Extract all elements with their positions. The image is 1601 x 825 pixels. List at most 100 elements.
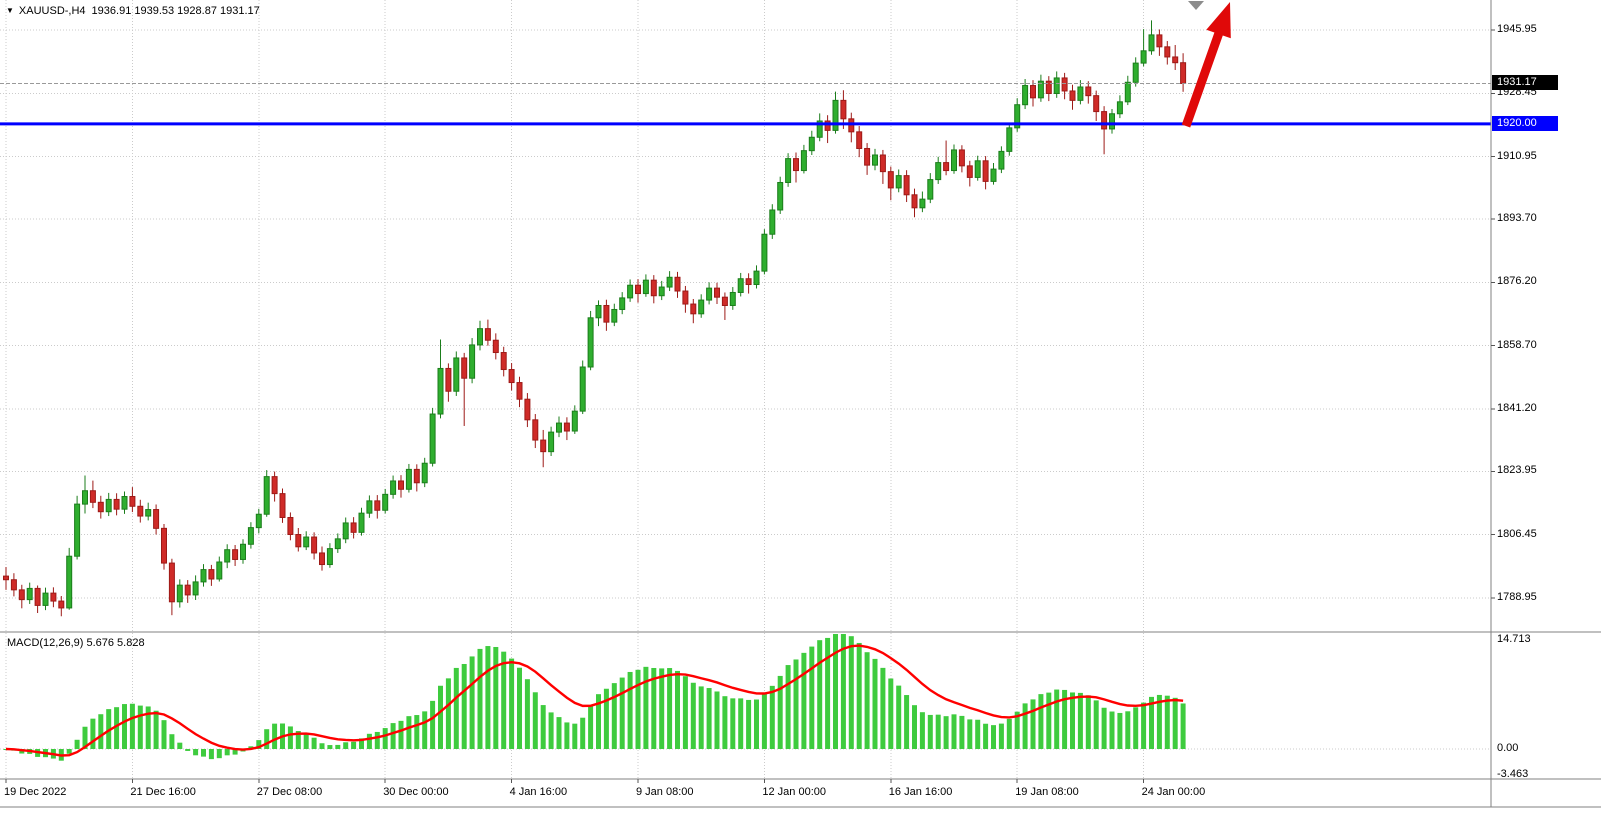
macd-histogram-bar: [1117, 712, 1123, 749]
macd-histogram-bar: [445, 678, 451, 749]
macd-histogram-bar: [311, 737, 317, 749]
current-price-badge: 1931.17: [1492, 75, 1558, 91]
macd-histogram-bar: [1125, 711, 1131, 749]
price-axis-label: 1910.95: [1497, 149, 1537, 162]
macd-histogram-bar: [643, 666, 649, 749]
macd-histogram-bar: [627, 671, 633, 749]
macd-histogram-bar: [904, 695, 910, 749]
candle-bearish: [1085, 86, 1092, 97]
time-axis-label: 24 Jan 00:00: [1141, 786, 1206, 798]
symbol-timeframe-label: XAUUSD-,H4: [18, 5, 86, 17]
candle-bullish: [453, 357, 460, 392]
macd-histogram-bar: [1172, 697, 1178, 749]
candle-bullish: [382, 493, 389, 511]
candle-bullish: [998, 150, 1005, 170]
macd-histogram-bar: [556, 717, 562, 749]
candle-bullish: [334, 538, 341, 550]
macd-histogram-bar: [746, 699, 752, 749]
candle-bearish: [1101, 111, 1108, 130]
candle-bearish: [1030, 85, 1036, 99]
candle-bullish: [1109, 113, 1115, 130]
candle-bearish: [1172, 56, 1179, 64]
macd-histogram-bar: [1149, 696, 1154, 749]
candle-bullish: [469, 344, 476, 379]
macd-histogram-bar: [129, 703, 135, 749]
chevron-down-icon[interactable]: ▼: [6, 6, 14, 15]
macd-indicator-label: MACD(12,26,9) 5.676 5.828: [7, 637, 145, 649]
price-axis-label: 1945.95: [1497, 23, 1537, 35]
macd-histogram-bar: [232, 749, 238, 755]
candle-bearish: [445, 367, 452, 392]
macd-histogram-bar: [564, 722, 570, 749]
candle-bullish: [595, 304, 602, 319]
candle-bearish: [1156, 34, 1163, 48]
candle-bearish: [484, 328, 491, 341]
macd-histogram-bar: [540, 705, 546, 749]
candle-bearish: [721, 296, 728, 306]
candle-bullish: [42, 592, 49, 606]
candle-bullish: [121, 496, 128, 510]
macd-histogram-bar: [295, 731, 301, 749]
candle-bearish: [319, 552, 325, 566]
macd-histogram-bar: [619, 677, 625, 749]
macd-histogram-bar: [785, 665, 791, 749]
macd-histogram-bar: [216, 749, 222, 759]
time-axis-label: 19 Dec 2022: [4, 786, 67, 798]
macd-histogram-bar: [161, 720, 167, 749]
candle-bearish: [982, 160, 989, 182]
macd-histogram-bar: [193, 749, 199, 756]
macd-histogram-bar: [477, 648, 483, 749]
macd-histogram-bar: [287, 726, 293, 749]
candle-bullish: [974, 160, 981, 178]
macd-histogram-bar: [114, 707, 120, 749]
macd-histogram-bar: [675, 670, 680, 749]
candle-bullish: [390, 480, 397, 495]
macd-histogram-bar: [848, 636, 854, 749]
candle-bullish: [437, 367, 444, 415]
macd-histogram-bar: [825, 637, 831, 749]
macd-histogram-bar: [769, 685, 775, 749]
macd-histogram-bar: [1085, 695, 1091, 749]
macd-histogram-bar: [1006, 718, 1012, 749]
candle-bearish: [208, 569, 215, 580]
candle-bullish: [1077, 86, 1084, 101]
candle-bullish: [808, 136, 815, 152]
candle-bullish: [405, 468, 412, 490]
price-axis-label: 1858.70: [1497, 338, 1537, 351]
trend-arrow[interactable]: [1181, 2, 1231, 128]
candle-bearish: [184, 584, 191, 596]
macd-histogram-bar: [1070, 692, 1075, 749]
macd-histogram-bar: [1109, 711, 1115, 749]
candle-bearish: [374, 500, 381, 511]
candle-bullish: [785, 158, 792, 183]
macd-histogram-bar: [493, 646, 499, 749]
candle-bullish: [366, 500, 373, 514]
macd-histogram-bar: [524, 679, 530, 749]
price-axis-label: 1788.95: [1497, 590, 1537, 603]
candle-bullish: [1140, 50, 1147, 64]
candle-bullish: [777, 181, 784, 211]
candle-bearish: [650, 279, 657, 297]
macd-histogram-bar: [722, 696, 728, 749]
candle-bearish: [10, 579, 17, 591]
macd-histogram-bar: [398, 720, 404, 749]
macd-histogram-bar: [461, 663, 467, 749]
macd-histogram-bar: [177, 742, 183, 749]
macd-axis-label: 14.713: [1497, 632, 1531, 645]
candle-bearish: [1069, 90, 1076, 101]
macd-histogram-bar: [122, 704, 127, 749]
macd-histogram-bar: [453, 667, 459, 749]
candle-bearish: [603, 304, 610, 323]
time-axis-label: 30 Dec 00:00: [383, 786, 449, 798]
macd-histogram-bar: [896, 685, 902, 749]
candle-bullish: [240, 543, 246, 560]
macd-histogram-bar: [888, 678, 894, 749]
candle-bearish: [500, 352, 507, 371]
macd-histogram-bar: [438, 685, 443, 749]
macd-histogram-bar: [596, 694, 601, 749]
macd-histogram-bar: [248, 746, 254, 749]
macd-histogram-bar: [880, 667, 886, 749]
macd-histogram-bar: [856, 642, 862, 749]
